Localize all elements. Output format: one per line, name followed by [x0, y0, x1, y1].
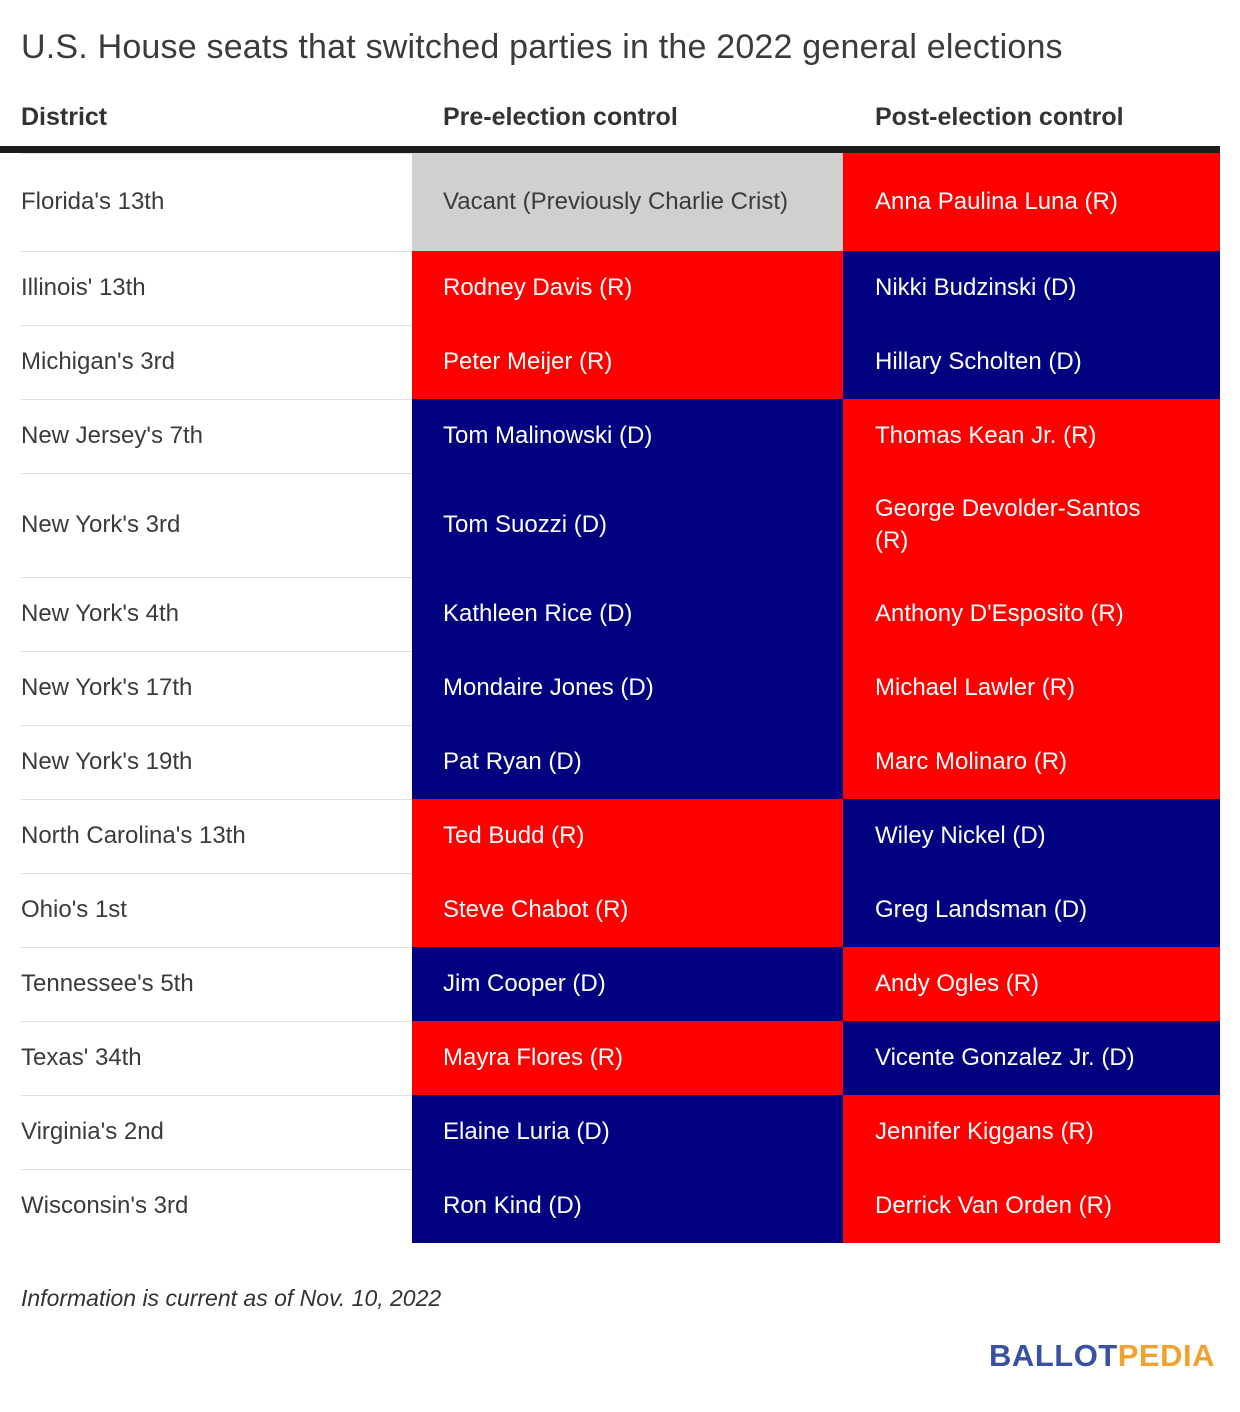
table-row: Florida's 13th Vacant (Previously Charli… [0, 153, 1220, 251]
pre-election-cell: Peter Meijer (R) [412, 325, 843, 399]
district-cell: New York's 4th [0, 577, 412, 651]
post-election-cell: George Devolder-Santos (R) [843, 473, 1220, 577]
table-row: New York's 4th Kathleen Rice (D) Anthony… [0, 577, 1220, 651]
pre-election-cell: Jim Cooper (D) [412, 947, 843, 1021]
table-row: North Carolina's 13th Ted Budd (R) Wiley… [0, 799, 1220, 873]
logo-pedia-text: PEDIA [1117, 1338, 1215, 1373]
district-cell: New Jersey's 7th [0, 399, 412, 473]
post-election-cell: Greg Landsman (D) [843, 873, 1220, 947]
district-cell: Tennessee's 5th [0, 947, 412, 1021]
post-election-cell: Nikki Budzinski (D) [843, 251, 1220, 325]
district-cell: North Carolina's 13th [0, 799, 412, 873]
pre-election-cell: Ted Budd (R) [412, 799, 843, 873]
district-cell: New York's 3rd [0, 473, 412, 577]
table-row: New Jersey's 7th Tom Malinowski (D) Thom… [0, 399, 1220, 473]
district-cell: Texas' 34th [0, 1021, 412, 1095]
column-header-post-election: Post-election control [875, 103, 1124, 131]
post-election-cell: Thomas Kean Jr. (R) [843, 399, 1220, 473]
table-row: Virginia's 2nd Elaine Luria (D) Jennifer… [0, 1095, 1220, 1169]
post-election-cell: Hillary Scholten (D) [843, 325, 1220, 399]
table-row: Illinois' 13th Rodney Davis (R) Nikki Bu… [0, 251, 1220, 325]
district-cell: Michigan's 3rd [0, 325, 412, 399]
pre-election-cell: Kathleen Rice (D) [412, 577, 843, 651]
table-row: New York's 3rd Tom Suozzi (D) George Dev… [0, 473, 1220, 577]
pre-election-cell: Steve Chabot (R) [412, 873, 843, 947]
post-election-cell: Andy Ogles (R) [843, 947, 1220, 1021]
district-cell: Wisconsin's 3rd [0, 1169, 412, 1243]
table-row: Michigan's 3rd Peter Meijer (R) Hillary … [0, 325, 1220, 399]
table-row: Wisconsin's 3rd Ron Kind (D) Derrick Van… [0, 1169, 1220, 1243]
table-header-row: District Pre-election control Post-elect… [0, 103, 1220, 153]
table-row: New York's 17th Mondaire Jones (D) Micha… [0, 651, 1220, 725]
chart-title: U.S. House seats that switched parties i… [21, 28, 1063, 66]
post-election-cell: Jennifer Kiggans (R) [843, 1095, 1220, 1169]
switched-seats-table: District Pre-election control Post-elect… [0, 103, 1220, 1243]
post-election-cell: Marc Molinaro (R) [843, 725, 1220, 799]
pre-election-cell: Mondaire Jones (D) [412, 651, 843, 725]
post-election-cell: Anna Paulina Luna (R) [843, 153, 1220, 251]
pre-election-cell: Rodney Davis (R) [412, 251, 843, 325]
pre-election-cell: Ron Kind (D) [412, 1169, 843, 1243]
post-election-cell: Michael Lawler (R) [843, 651, 1220, 725]
district-cell: Ohio's 1st [0, 873, 412, 947]
post-election-cell: Derrick Van Orden (R) [843, 1169, 1220, 1243]
district-cell: Illinois' 13th [0, 251, 412, 325]
table-row: Ohio's 1st Steve Chabot (R) Greg Landsma… [0, 873, 1220, 947]
pre-election-cell: Tom Suozzi (D) [412, 473, 843, 577]
table-row: New York's 19th Pat Ryan (D) Marc Molina… [0, 725, 1220, 799]
district-cell: Virginia's 2nd [0, 1095, 412, 1169]
logo-ballot-text: BALLOT [989, 1338, 1118, 1373]
post-election-cell: Vicente Gonzalez Jr. (D) [843, 1021, 1220, 1095]
pre-election-cell: Elaine Luria (D) [412, 1095, 843, 1169]
district-cell: New York's 19th [0, 725, 412, 799]
footnote: Information is current as of Nov. 10, 20… [21, 1285, 442, 1311]
district-cell: New York's 17th [0, 651, 412, 725]
table-row: Texas' 34th Mayra Flores (R) Vicente Gon… [0, 1021, 1220, 1095]
pre-election-cell: Vacant (Previously Charlie Crist) [412, 153, 843, 251]
post-election-cell: Wiley Nickel (D) [843, 799, 1220, 873]
column-header-district: District [21, 103, 108, 131]
ballotpedia-logo: BALLOTPEDIA [0, 1338, 1215, 1402]
column-header-pre-election: Pre-election control [443, 103, 678, 131]
district-cell: Florida's 13th [0, 153, 412, 251]
pre-election-cell: Tom Malinowski (D) [412, 399, 843, 473]
post-election-cell: Anthony D'Esposito (R) [843, 577, 1220, 651]
pre-election-cell: Pat Ryan (D) [412, 725, 843, 799]
pre-election-cell: Mayra Flores (R) [412, 1021, 843, 1095]
table-row: Tennessee's 5th Jim Cooper (D) Andy Ogle… [0, 947, 1220, 1021]
